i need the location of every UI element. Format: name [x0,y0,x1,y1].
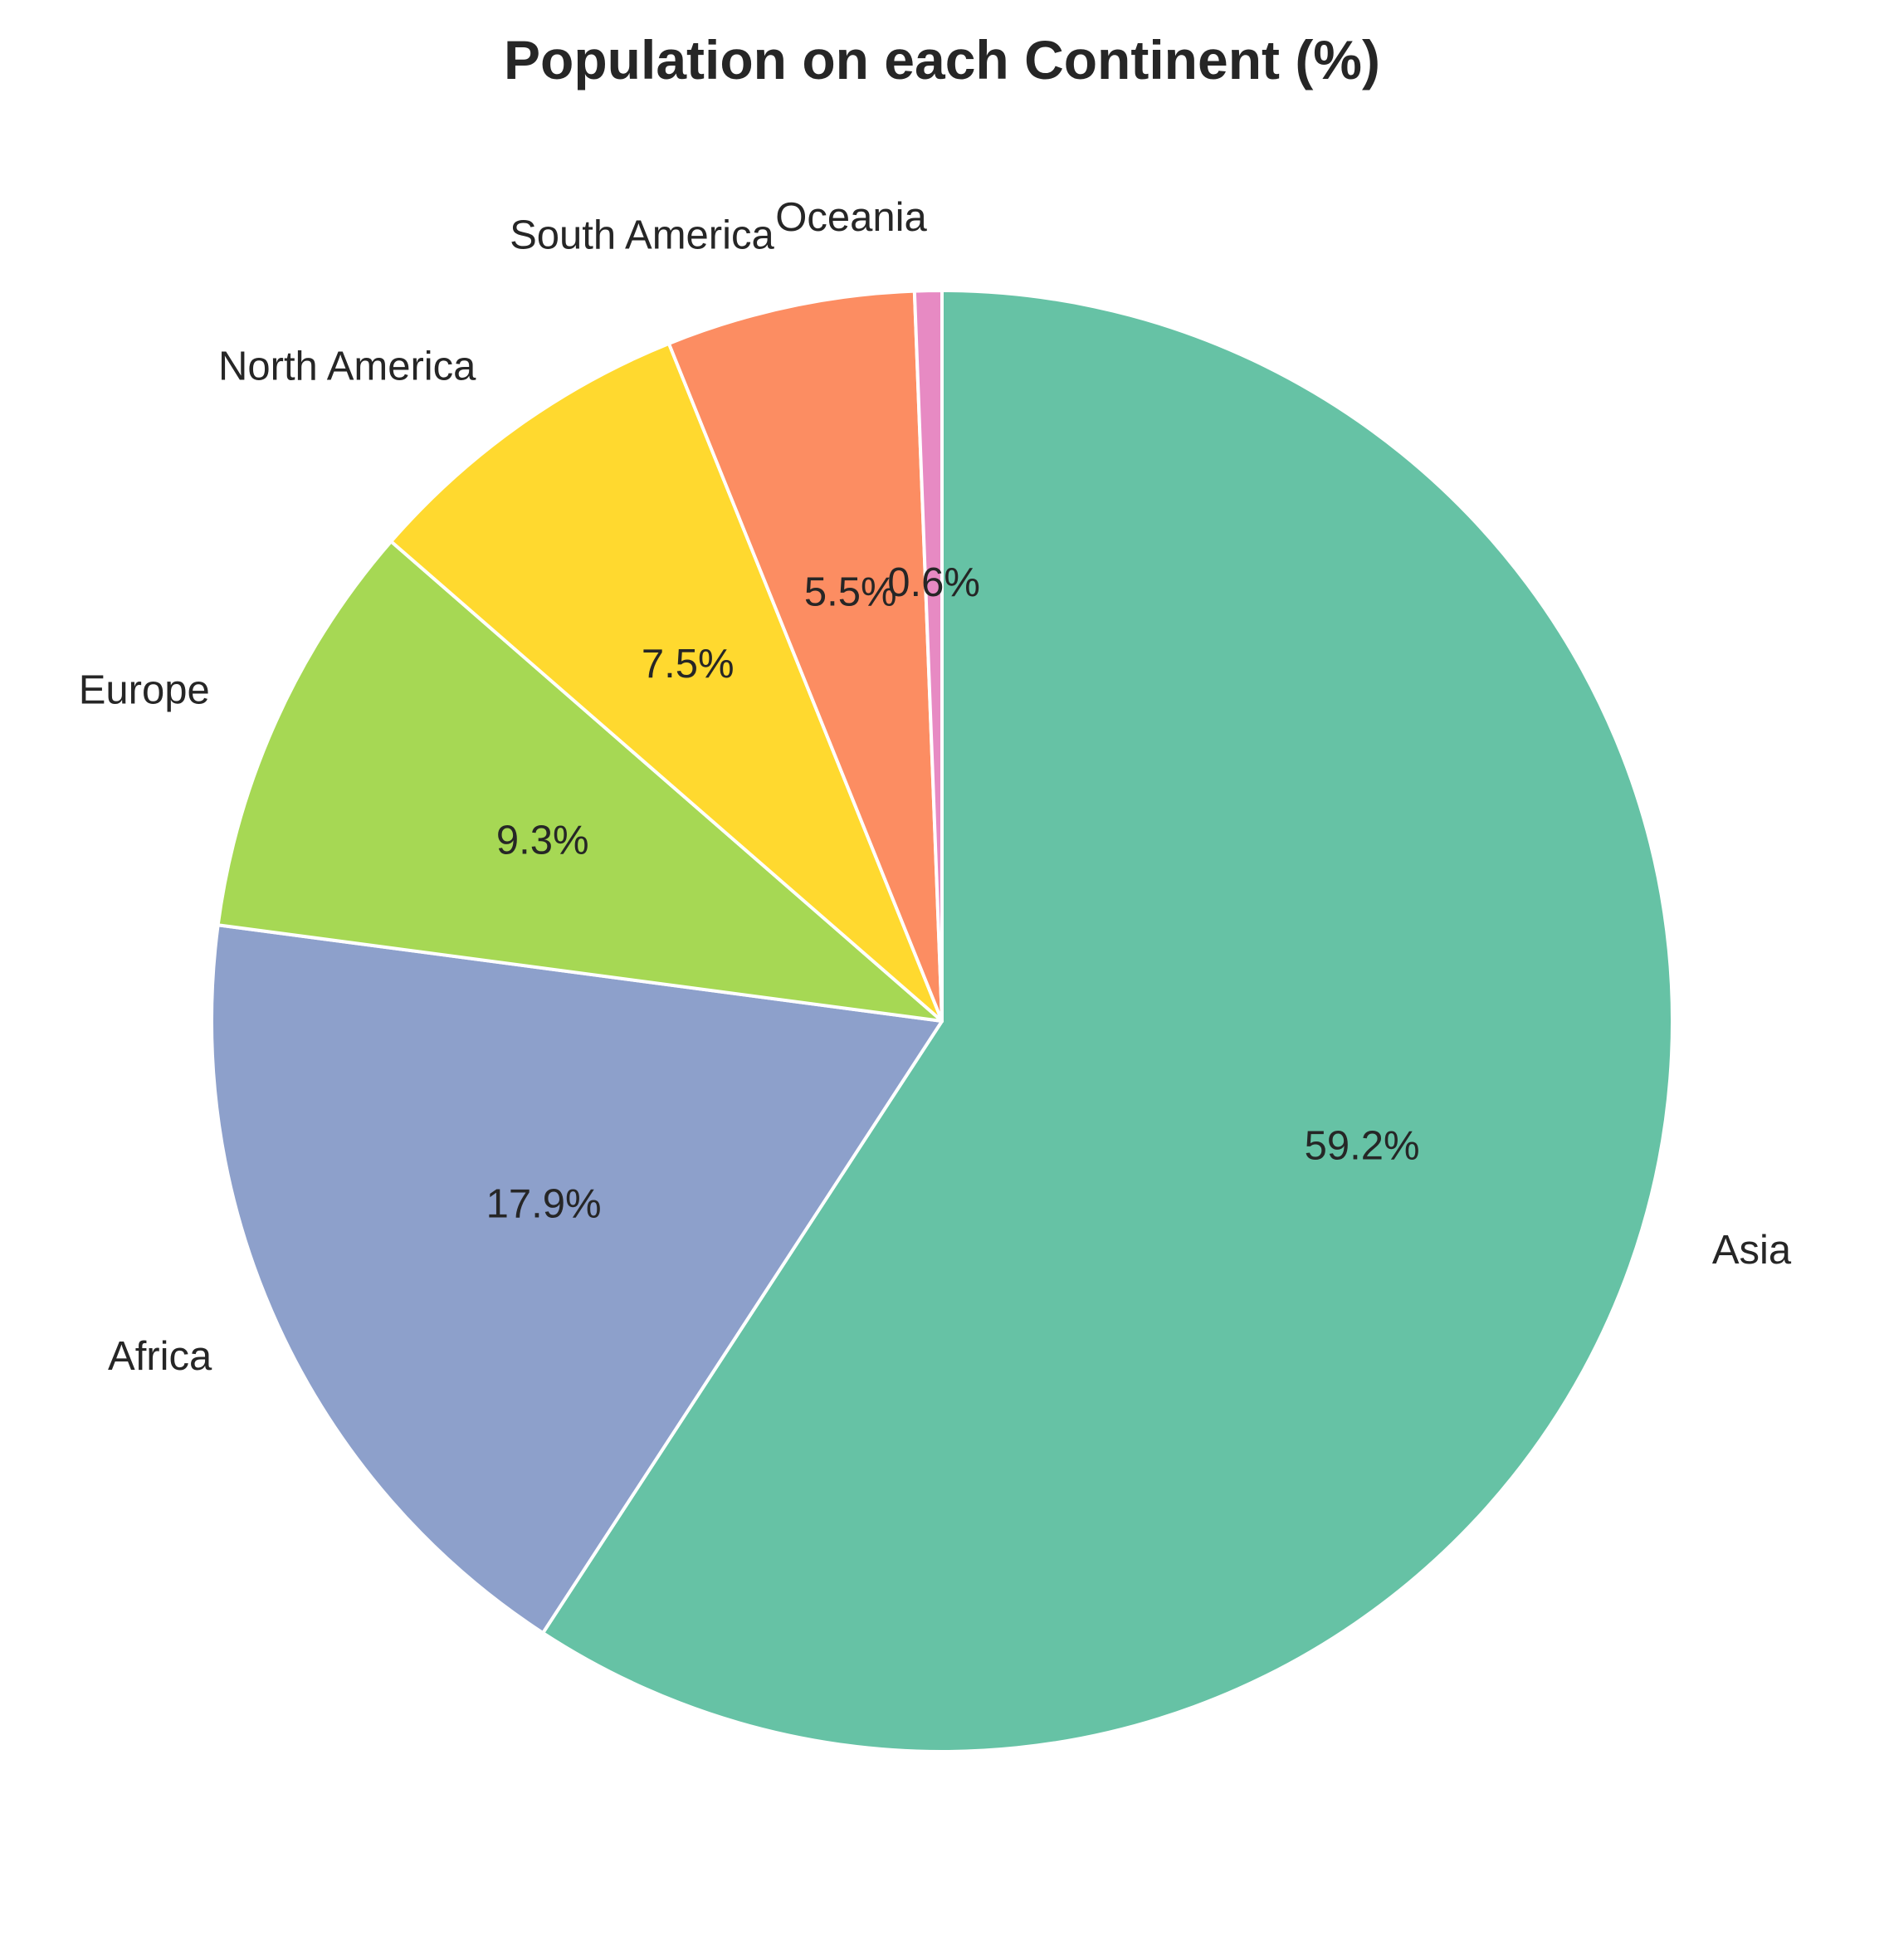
label-south-america: South America [510,213,774,257]
pct-label-africa: 17.9% [486,1181,602,1226]
pie-slices [210,289,1674,1753]
label-africa: Africa [108,1334,212,1379]
slice-europe [216,540,944,1023]
pct-label-europe: 9.3% [496,819,589,863]
pct-label-north-america: 7.5% [642,642,735,687]
pct-label-asia: 59.2% [1305,1123,1420,1168]
pct-label-south-america: 5.5% [804,570,897,615]
label-north-america: North America [218,345,476,389]
label-asia: Asia [1712,1228,1792,1273]
slice-south-america [666,289,944,1023]
pie-labels: Asia 59.2% Africa 17.9% Europe 9.3% North Amer… [79,195,1792,1379]
slice-africa [210,923,944,1635]
chart-title: Population on each Continent (%) [504,29,1380,90]
slice-oceania [912,289,944,1023]
slice-asia [541,289,1674,1753]
label-oceania: Oceania [775,195,927,240]
slice-north-america [389,341,944,1023]
pct-label-oceania: 0.6% [887,560,980,605]
label-europe: Europe [79,668,210,713]
